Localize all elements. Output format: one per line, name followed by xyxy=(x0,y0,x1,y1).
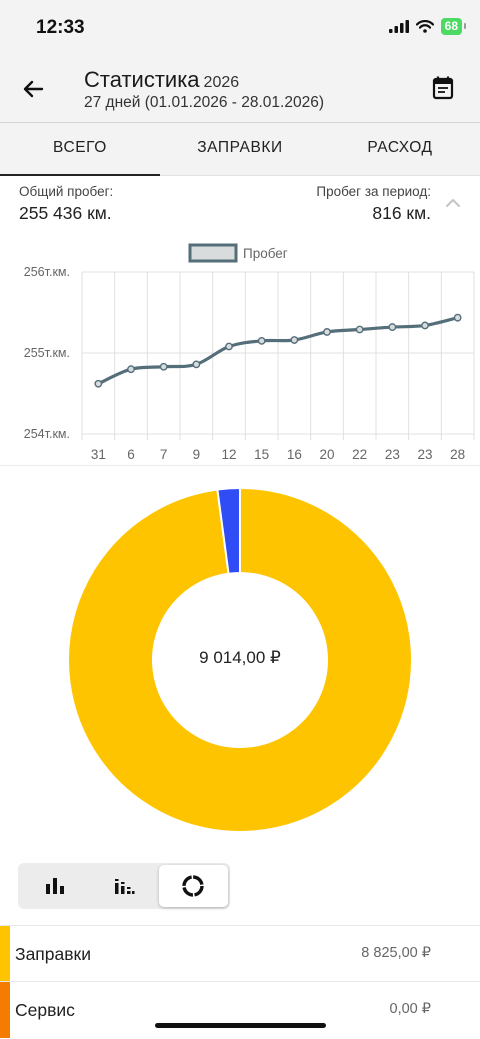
list-item-amount: 8 825,00 ₽ xyxy=(361,945,431,961)
category-list: Заправки 8 825,00 ₽ Сервис 0,00 ₽ xyxy=(0,925,480,1038)
y-tick-label: 255т.км. xyxy=(24,346,70,360)
x-tick-label: 22 xyxy=(352,447,367,462)
legend-swatch xyxy=(188,243,238,263)
data-point xyxy=(94,379,103,388)
data-point xyxy=(421,321,429,330)
data-point xyxy=(159,362,168,371)
slice-refuels xyxy=(67,486,413,833)
tab-consumption[interactable]: РАСХОД xyxy=(367,139,433,156)
status-bar: 12:33 68 xyxy=(0,0,480,56)
stacked-bar-button[interactable] xyxy=(89,865,158,907)
data-point xyxy=(127,365,135,374)
home-indicator xyxy=(155,1023,326,1028)
page-title-year: 2026 xyxy=(203,74,240,91)
mileage-line-chart: Пробег 256т.км. 255т.км. 254т.км. 31 6 7 9 12 15 1… xyxy=(24,243,475,462)
tab-refuels[interactable]: ЗАПРАВКИ xyxy=(197,139,283,156)
page-title-text: Статистика xyxy=(84,67,200,92)
tab-bar: ВСЕГО ЗАПРАВКИ РАСХОД xyxy=(0,122,480,176)
list-item-service[interactable]: Сервис 0,00 ₽ xyxy=(0,981,480,1038)
status-time: 12:33 xyxy=(36,17,85,38)
period-mileage-value: 816 км. xyxy=(372,203,431,223)
x-tick-label: 12 xyxy=(221,447,236,462)
list-item-amount: 0,00 ₽ xyxy=(389,1001,431,1017)
data-point xyxy=(355,325,364,334)
app-bar: Статистика 2026 27 дней (01.01.2026 - 28.… xyxy=(0,56,480,122)
donut-chart-button[interactable] xyxy=(158,865,228,907)
chart-type-switcher xyxy=(18,863,230,909)
list-item-refuels[interactable]: Заправки 8 825,00 ₽ xyxy=(0,925,480,982)
data-point xyxy=(192,360,201,369)
cellular-signal-icon xyxy=(388,20,409,33)
x-tick-label: 6 xyxy=(127,447,135,462)
x-tick-label: 23 xyxy=(385,447,400,462)
bar-chart-icon xyxy=(45,878,64,894)
x-tick-label: 23 xyxy=(417,447,432,462)
x-tick-label: 15 xyxy=(254,447,269,462)
section-divider xyxy=(0,465,480,466)
x-tick-label: 7 xyxy=(160,447,168,462)
data-point xyxy=(257,336,266,345)
x-tick-label: 28 xyxy=(450,447,465,462)
list-item-name: Заправки xyxy=(15,944,91,964)
data-point xyxy=(225,342,233,351)
calendar-icon[interactable] xyxy=(430,75,456,101)
x-tick-label: 31 xyxy=(91,447,106,462)
bar-chart-button[interactable] xyxy=(20,865,89,907)
status-icons: 68 xyxy=(388,18,467,35)
x-tick-label: 20 xyxy=(319,447,334,462)
stacked-bar-icon xyxy=(114,879,135,894)
total-mileage-value: 255 436 км. xyxy=(19,203,112,223)
x-tick-label: 16 xyxy=(287,447,302,462)
total-mileage-label: Общий пробег: xyxy=(19,184,114,199)
expense-donut-chart xyxy=(67,486,413,833)
chevron-up-icon[interactable] xyxy=(444,196,462,210)
donut-chart-icon xyxy=(182,875,205,897)
data-point xyxy=(388,323,397,331)
data-point xyxy=(453,313,462,322)
list-item-name: Сервис xyxy=(15,1000,75,1020)
wifi-icon xyxy=(415,20,434,33)
service-color-swatch xyxy=(0,982,10,1038)
slice-other xyxy=(216,486,241,575)
y-tick-label: 254т.км. xyxy=(24,427,70,441)
x-tick-label: 9 xyxy=(193,447,201,462)
data-point xyxy=(290,336,299,344)
period-subtitle: 27 дней (01.01.2026 - 28.01.2026) xyxy=(84,94,324,111)
refuels-color-swatch xyxy=(0,926,10,982)
legend-label: Пробег xyxy=(243,246,288,261)
period-mileage-label: Пробег за период: xyxy=(316,184,431,199)
back-arrow-icon[interactable] xyxy=(18,74,48,104)
data-point xyxy=(323,328,331,336)
page-title: Статистика 2026 xyxy=(84,67,239,93)
donut-total-label: 9 014,00 ₽ xyxy=(199,648,281,667)
battery-indicator: 68 xyxy=(440,18,467,35)
y-tick-label: 256т.км. xyxy=(24,265,70,279)
tab-all[interactable]: ВСЕГО xyxy=(0,123,160,176)
